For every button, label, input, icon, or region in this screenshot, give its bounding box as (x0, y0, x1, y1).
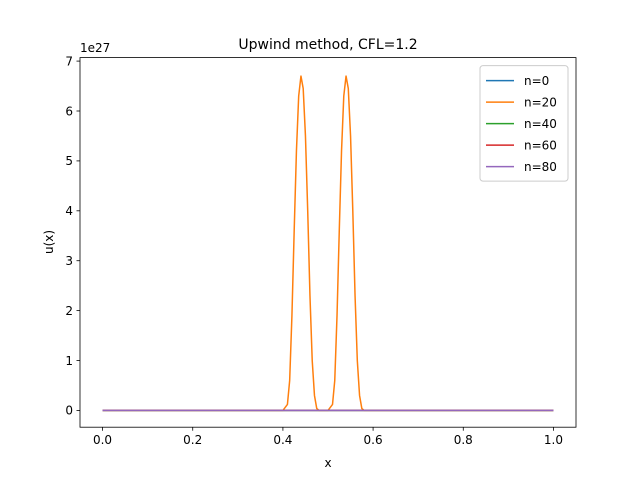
x-axis-label: x (324, 456, 331, 470)
legend: n=0 n=20 n=40 n=60 n=80 (479, 65, 569, 182)
y-tick-label: 1 (65, 354, 73, 368)
legend-label: n=80 (524, 160, 557, 174)
axes-frame (79, 57, 577, 428)
legend-box (479, 65, 569, 182)
y-tick-label: 7 (65, 54, 73, 68)
y-axis-label: u(x) (42, 230, 56, 254)
y-tick-label: 2 (65, 304, 73, 318)
x-tick-label: 0.0 (93, 433, 112, 447)
legend-label: n=60 (524, 138, 557, 152)
x-tick-label: 0.6 (364, 433, 383, 447)
x-axis-ticks: 0.0 0.2 0.4 0.6 0.8 1.0 (93, 427, 563, 447)
y-tick-label: 5 (65, 154, 73, 168)
x-tick-label: 1.0 (544, 433, 563, 447)
x-tick-label: 0.8 (454, 433, 473, 447)
y-tick-label: 0 (65, 404, 73, 418)
x-tick-label: 0.4 (273, 433, 292, 447)
legend-label: n=0 (524, 74, 549, 88)
plot-series (102, 75, 554, 412)
legend-label: n=20 (524, 95, 557, 109)
y-axis-offset-label: 1e27 (80, 41, 110, 55)
y-tick-label: 4 (65, 204, 73, 218)
y-tick-label: 3 (65, 254, 73, 268)
legend-label: n=40 (524, 117, 557, 131)
x-tick-label: 0.2 (183, 433, 202, 447)
chart-title: Upwind method, CFL=1.2 (238, 37, 417, 53)
y-tick-label: 6 (65, 104, 73, 118)
y-axis-ticks: 0 1 2 3 4 5 6 7 (65, 54, 80, 418)
